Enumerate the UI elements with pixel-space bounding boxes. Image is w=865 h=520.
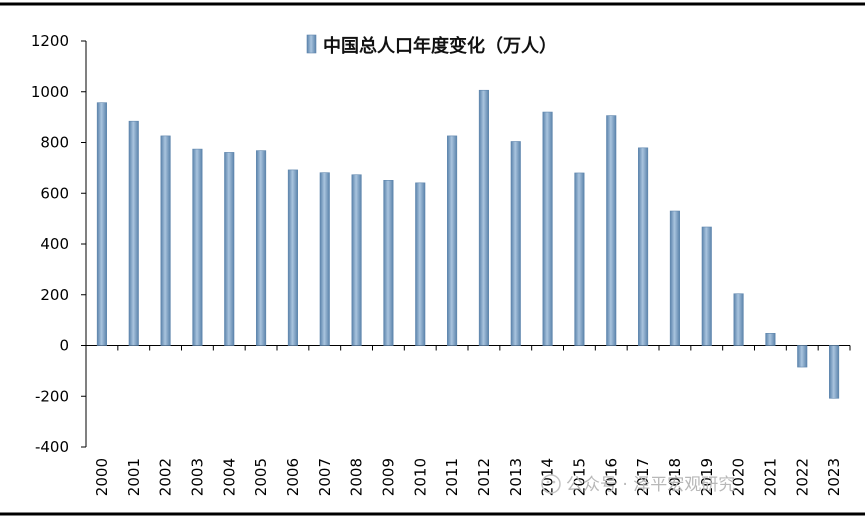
bar-2000	[96, 102, 107, 346]
x-tick-label: 2007	[316, 458, 334, 496]
bar-2013	[510, 141, 521, 346]
y-tick-label: 200	[40, 286, 69, 304]
wechat-icon	[541, 474, 561, 494]
bar-2004	[224, 152, 235, 346]
x-tick-label: 2012	[475, 458, 493, 496]
x-tick-label: 2018	[666, 458, 684, 496]
y-tick-label: 600	[40, 184, 69, 202]
bar-2017	[638, 147, 649, 346]
x-tick-label: 2008	[348, 458, 366, 496]
bar-2005	[256, 150, 267, 346]
bar-2018	[669, 210, 680, 346]
bar-2023	[829, 345, 840, 399]
watermark-text: 公众号 · 泽平宏观研究	[566, 475, 735, 495]
x-tick-label: 2000	[93, 458, 111, 496]
chart-legend: 中国总人口年度变化（万人）	[306, 34, 557, 57]
bar-2001	[128, 120, 139, 346]
bar-2008	[351, 174, 362, 346]
legend-swatch	[306, 34, 317, 54]
bar-2010	[415, 182, 426, 346]
x-tick-label: 2013	[507, 458, 525, 496]
x-tick-label: 2020	[730, 458, 748, 496]
bar-2009	[383, 180, 394, 346]
x-tick-label: 2015	[570, 458, 588, 496]
y-tick-label: -400	[35, 438, 69, 456]
x-tick-label: 2004	[220, 458, 238, 496]
y-tick-label: -200	[35, 387, 69, 405]
x-tick-label: 2005	[252, 458, 270, 496]
y-tick-label: 400	[40, 235, 69, 253]
y-axis-ticks: 1200 1000 800 600 400 200 0 -200 -400	[31, 32, 86, 456]
bar-2006	[287, 169, 298, 346]
bar-2016	[606, 115, 617, 346]
x-tick-label: 2017	[634, 458, 652, 496]
x-tick-label: 2019	[698, 458, 716, 496]
x-tick-label: 2009	[379, 458, 397, 496]
bar-2011	[447, 135, 458, 346]
x-tick-label: 2011	[443, 458, 461, 496]
x-tick-label: 2022	[793, 458, 811, 496]
x-axis-ticks: 2000 2001 2002 2003 2004 2005 2006 2007 2008 2009…	[93, 345, 851, 496]
wechat-icon-eye-left	[546, 480, 550, 484]
x-tick-label: 2002	[157, 458, 175, 496]
x-tick-label: 2003	[188, 458, 206, 496]
bar-2014	[542, 111, 553, 346]
y-tick-label: 1000	[31, 83, 69, 101]
bar-2007	[319, 172, 330, 346]
bar-2021	[765, 333, 776, 346]
x-tick-label: 2010	[411, 458, 429, 496]
x-tick-label: 2006	[284, 458, 302, 496]
bar-2015	[574, 172, 585, 346]
bar-2002	[160, 135, 171, 346]
wechat-icon-eye-right	[552, 480, 556, 484]
bars	[96, 89, 840, 399]
x-tick-label: 2014	[539, 458, 557, 496]
x-tick-label: 2016	[602, 458, 620, 496]
chart-title: 中国总人口年度变化（万人）	[323, 35, 557, 57]
y-tick-label: 800	[40, 134, 69, 152]
bar-2020	[733, 293, 744, 346]
bar-2022	[797, 345, 808, 368]
bar-2012	[478, 89, 489, 346]
y-tick-label: 0	[59, 337, 69, 355]
x-tick-label: 2021	[761, 458, 779, 496]
y-tick-label: 1200	[31, 32, 69, 50]
bar-2019	[701, 226, 712, 346]
bar-2003	[192, 148, 203, 346]
x-tick-label: 2023	[825, 458, 843, 496]
x-tick-label: 2001	[125, 458, 143, 496]
watermark: 公众号 · 泽平宏观研究	[541, 474, 735, 495]
